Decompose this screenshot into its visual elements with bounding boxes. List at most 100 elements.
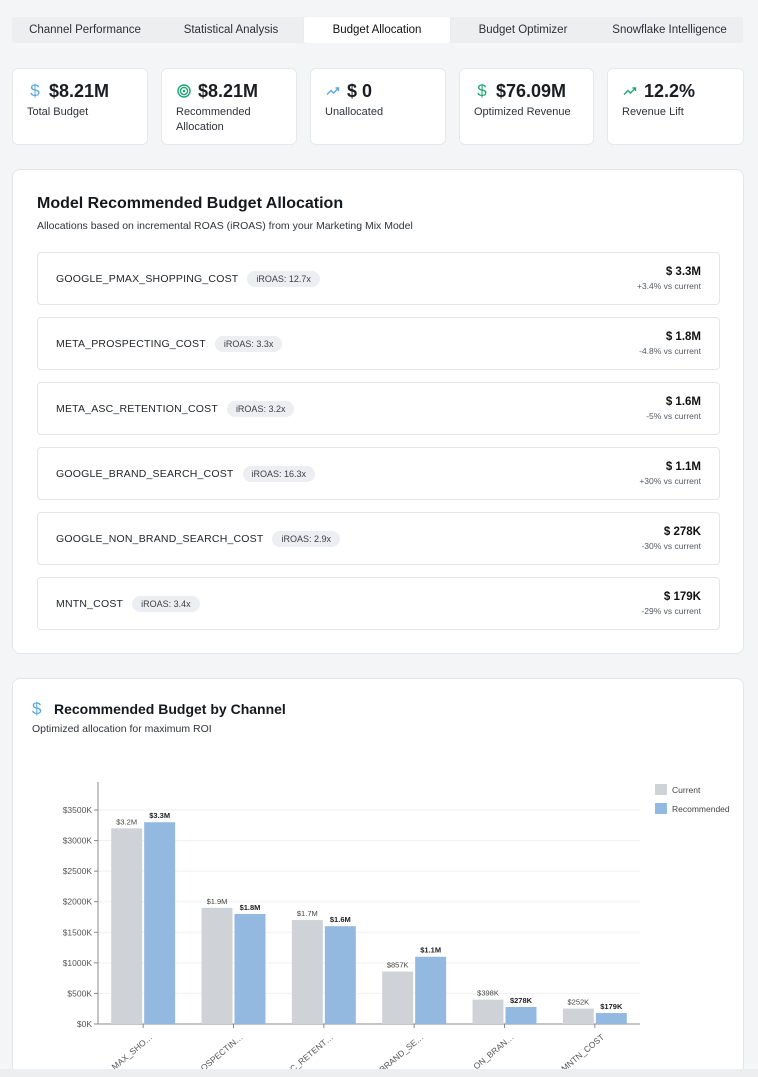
bar-recommended xyxy=(324,926,356,1024)
y-tick-label: $2000K xyxy=(63,897,93,907)
tab-statistical-analysis[interactable]: Statistical Analysis xyxy=(183,24,279,36)
allocation-amount: $ 1.6M xyxy=(665,396,701,408)
bar-data-label: $1.6M xyxy=(330,915,351,924)
allocation-change: -30% vs current xyxy=(641,541,701,551)
allocation-change: -5% vs current xyxy=(646,411,701,421)
dollar-icon: $ xyxy=(32,699,42,718)
dollar-icon: $ xyxy=(477,81,487,100)
allocation-change: +3.4% vs current xyxy=(636,281,701,291)
allocation-amount: $ 1.1M xyxy=(665,461,701,473)
bar-current xyxy=(291,920,323,1024)
legend-label: Current xyxy=(672,785,701,795)
bar-current xyxy=(472,999,504,1024)
allocation-row[interactable]: GOOGLE_PMAX_SHOPPING_COST iROAS: 12.7x $… xyxy=(37,252,720,305)
y-tick-label: $1500K xyxy=(63,927,93,937)
bar-current xyxy=(201,907,233,1024)
allocation-subtitle: Allocations based on incremental ROAS (i… xyxy=(37,220,413,232)
kpi-card-revenue-lift: 12.2% Revenue Lift xyxy=(607,68,744,145)
channel-name: GOOGLE_NON_BRAND_SEARCH_COST xyxy=(56,532,264,545)
bar-data-label: $278K xyxy=(510,996,533,1005)
tab-budget-optimizer[interactable]: Budget Optimizer xyxy=(478,24,568,36)
legend-swatch xyxy=(655,784,667,795)
bar-current xyxy=(382,971,414,1024)
bar-data-label: $1.1M xyxy=(420,946,441,955)
bar-data-label: $1.8M xyxy=(240,903,261,912)
allocation-change: +30% vs current xyxy=(639,476,701,486)
bar-data-label: $1.7M xyxy=(297,909,318,918)
y-tick-label: $0K xyxy=(77,1019,92,1029)
allocation-title: Model Recommended Budget Allocation xyxy=(37,195,344,212)
allocation-amount: $ 278K xyxy=(663,526,701,538)
kpi-value: 12.2% xyxy=(644,80,696,101)
allocation-card: Model Recommended Budget Allocation Allo… xyxy=(12,169,744,654)
chart-subtitle: Optimized allocation for maximum ROI xyxy=(32,723,212,735)
y-tick-label: $3500K xyxy=(63,805,93,815)
allocation-row[interactable]: META_ASC_RETENTION_COST iROAS: 3.2x $ 1.… xyxy=(37,382,720,435)
y-tick-label: $1000K xyxy=(63,958,93,968)
kpi-card-unallocated: $ 0 Unallocated xyxy=(310,68,446,145)
allocation-change: -29% vs current xyxy=(641,606,701,616)
allocation-row[interactable]: GOOGLE_NON_BRAND_SEARCH_COST iROAS: 2.9x… xyxy=(37,512,720,565)
bar-data-label: $857K xyxy=(387,961,409,970)
bar-data-label: $1.9M xyxy=(207,897,228,906)
allocation-row[interactable]: GOOGLE_BRAND_SEARCH_COST iROAS: 16.3x $ … xyxy=(37,447,720,500)
allocation-row[interactable]: META_PROSPECTING_COST iROAS: 3.3x $ 1.8M… xyxy=(37,317,720,370)
tab-bar: Channel Performance Statistical Analysis… xyxy=(12,17,743,43)
channel-name: GOOGLE_BRAND_SEARCH_COST xyxy=(56,467,234,480)
kpi-value: $8.21M xyxy=(49,80,110,101)
tab-channel-performance[interactable]: Channel Performance xyxy=(29,24,141,36)
chart-title: Recommended Budget by Channel xyxy=(54,701,286,717)
tab-snowflake-intelligence[interactable]: Snowflake Intelligence xyxy=(612,24,727,36)
iroas-badge: iROAS: 2.9x xyxy=(272,530,341,547)
kpi-value: $8.21M xyxy=(198,80,259,101)
bar-current xyxy=(111,828,143,1024)
bar-data-label: $398K xyxy=(477,989,499,998)
kpi-card-total-budget: $ $8.21M Total Budget xyxy=(12,68,148,145)
channel-name: GOOGLE_PMAX_SHOPPING_COST xyxy=(56,272,239,285)
channel-name: META_ASC_RETENTION_COST xyxy=(56,402,218,415)
bar-data-label: $252K xyxy=(567,998,589,1007)
channel-name: META_PROSPECTING_COST xyxy=(56,337,206,350)
target-icon xyxy=(176,82,192,100)
bar-recommended xyxy=(144,822,176,1024)
bar-data-label: $3.2M xyxy=(116,817,137,826)
iroas-badge: iROAS: 3.4x xyxy=(132,595,200,612)
allocation-amount: $ 179K xyxy=(663,591,701,603)
iroas-badge: iROAS: 12.7x xyxy=(247,270,320,287)
tab-budget-allocation[interactable]: Budget Allocation xyxy=(304,17,450,43)
bar-recommended xyxy=(415,956,447,1024)
kpi-card-optimized-revenue: $ $76.09M Optimized Revenue xyxy=(459,68,594,145)
kpi-label: Unallocated xyxy=(325,106,384,118)
kpi-label: Optimized Revenue xyxy=(474,106,571,118)
bar-recommended xyxy=(234,913,266,1024)
iroas-badge: iROAS: 16.3x xyxy=(242,465,316,482)
allocation-change: -4.8% vs current xyxy=(639,346,701,356)
kpi-label: Revenue Lift xyxy=(622,106,684,118)
bar-current xyxy=(562,1008,594,1024)
y-tick-label: $3000K xyxy=(63,836,93,846)
legend-swatch xyxy=(655,803,667,814)
bar-recommended xyxy=(595,1013,627,1024)
allocation-amount: $ 3.3M xyxy=(665,266,701,278)
kpi-card-recommended-allocation: $8.21M Recommended Allocation xyxy=(161,68,297,145)
trend-up-icon xyxy=(325,82,341,100)
trend-up-icon xyxy=(622,82,638,100)
allocation-row[interactable]: MNTN_COST iROAS: 3.4x $ 179K -29% vs curr… xyxy=(37,577,720,630)
bar-recommended xyxy=(505,1007,537,1024)
channel-name: MNTN_COST xyxy=(56,597,124,610)
kpi-label: Recommended Allocation xyxy=(176,106,251,133)
horizontal-scrollbar[interactable] xyxy=(0,1069,758,1077)
bar-data-label: $3.3M xyxy=(149,811,170,820)
dollar-icon: $ xyxy=(30,81,40,100)
allocation-amount: $ 1.8M xyxy=(665,331,701,343)
bar-data-label: $179K xyxy=(600,1002,623,1011)
y-tick-label: $500K xyxy=(67,988,92,998)
legend-label: Recommended xyxy=(672,804,730,814)
y-tick-label: $2500K xyxy=(63,866,93,876)
kpi-value: $76.09M xyxy=(496,80,567,101)
iroas-badge: iROAS: 3.3x xyxy=(214,335,283,352)
kpi-value: $ 0 xyxy=(347,80,373,101)
iroas-badge: iROAS: 3.2x xyxy=(226,400,295,417)
kpi-label: Total Budget xyxy=(27,106,89,118)
